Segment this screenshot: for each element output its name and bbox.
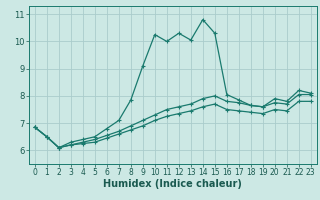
X-axis label: Humidex (Indice chaleur): Humidex (Indice chaleur): [103, 179, 242, 189]
